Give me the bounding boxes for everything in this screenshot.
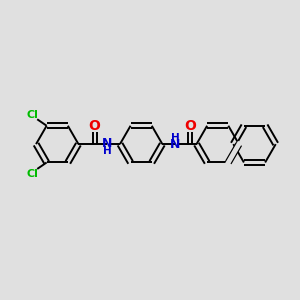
Text: H: H — [171, 133, 179, 142]
Text: O: O — [184, 119, 196, 133]
Text: Cl: Cl — [27, 169, 38, 179]
Text: H: H — [103, 146, 111, 156]
Text: Cl: Cl — [27, 110, 38, 120]
Text: N: N — [102, 137, 112, 150]
Text: O: O — [89, 119, 100, 133]
Text: N: N — [170, 138, 180, 151]
